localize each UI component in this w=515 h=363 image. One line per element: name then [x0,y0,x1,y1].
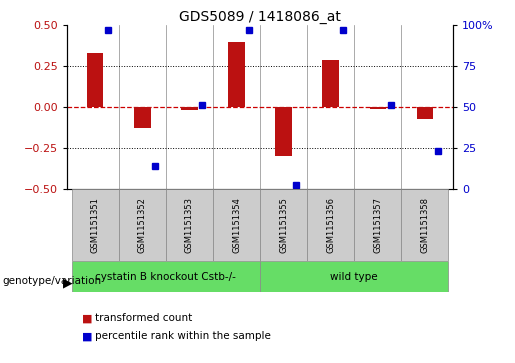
Title: GDS5089 / 1418086_at: GDS5089 / 1418086_at [179,11,341,24]
Bar [134,107,150,128]
Bar [260,189,307,261]
Text: GSM1151352: GSM1151352 [138,197,147,253]
Bar [228,42,245,107]
Bar [87,53,104,107]
Text: GSM1151356: GSM1151356 [326,197,335,253]
Bar [276,107,292,156]
Bar [417,107,433,118]
Bar [213,189,260,261]
Bar [72,189,119,261]
Bar [119,189,166,261]
Text: transformed count: transformed count [95,313,193,323]
Text: GSM1151357: GSM1151357 [373,197,382,253]
Bar [307,189,354,261]
Text: percentile rank within the sample: percentile rank within the sample [95,331,271,342]
Text: wild type: wild type [331,272,378,282]
Bar [370,107,386,109]
Bar [181,107,198,110]
Bar [354,189,401,261]
Text: ▶: ▶ [63,276,73,289]
Bar [401,189,449,261]
Text: GSM1151355: GSM1151355 [279,197,288,253]
Text: GSM1151351: GSM1151351 [91,197,100,253]
Bar [166,189,213,261]
Text: ■: ■ [82,331,93,342]
Bar [322,60,339,107]
Text: cystatin B knockout Cstb-/-: cystatin B knockout Cstb-/- [95,272,236,282]
Text: genotype/variation: genotype/variation [3,276,101,286]
Text: GSM1151354: GSM1151354 [232,197,241,253]
Text: GSM1151358: GSM1151358 [420,197,430,253]
Bar [72,261,260,292]
Bar [260,261,449,292]
Text: ■: ■ [82,313,93,323]
Text: GSM1151353: GSM1151353 [185,197,194,253]
